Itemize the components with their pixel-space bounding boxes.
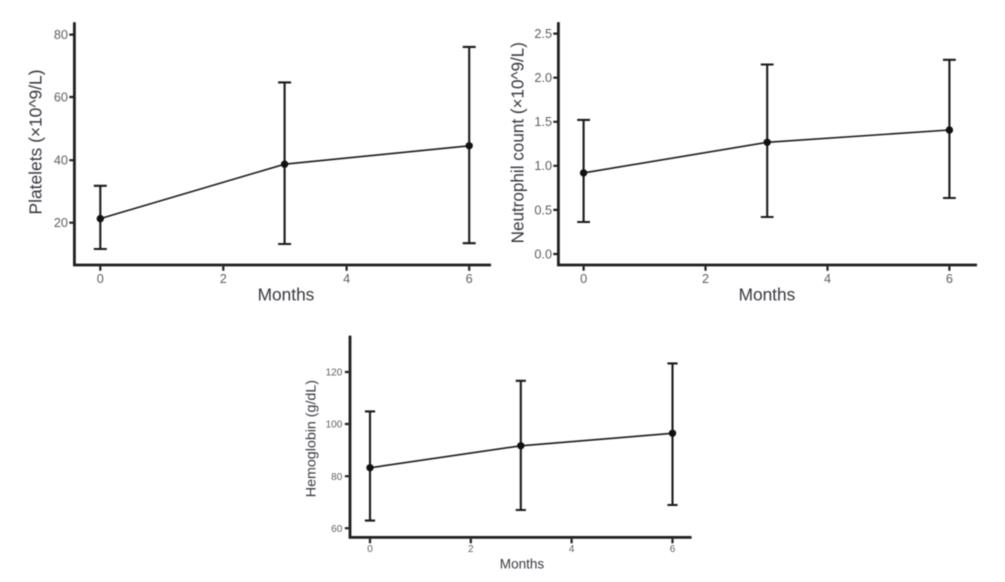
svg-text:0: 0 (97, 272, 104, 286)
svg-text:80: 80 (54, 28, 68, 42)
svg-text:4: 4 (824, 272, 831, 286)
svg-text:2.5: 2.5 (534, 27, 552, 41)
svg-text:2: 2 (468, 544, 474, 555)
svg-text:1.5: 1.5 (534, 115, 552, 129)
svg-text:80: 80 (331, 472, 343, 483)
svg-text:Neutrophil count (×10^9/L): Neutrophil count (×10^9/L) (508, 42, 527, 243)
svg-text:2: 2 (702, 272, 709, 286)
svg-text:2.0: 2.0 (534, 71, 552, 85)
svg-text:6: 6 (670, 544, 676, 555)
svg-text:0.5: 0.5 (534, 203, 552, 217)
svg-text:2: 2 (220, 272, 227, 286)
svg-text:0.0: 0.0 (534, 247, 552, 261)
svg-text:120: 120 (326, 368, 343, 379)
svg-text:6: 6 (466, 272, 473, 286)
svg-text:0: 0 (367, 544, 373, 555)
svg-text:Hemoglobin (g/dL): Hemoglobin (g/dL) (304, 380, 320, 497)
svg-text:100: 100 (326, 420, 343, 431)
svg-text:40: 40 (54, 154, 68, 168)
svg-text:60: 60 (331, 524, 343, 535)
svg-text:4: 4 (343, 272, 350, 286)
svg-text:0: 0 (580, 272, 587, 286)
svg-text:Platelets (×10^9/L): Platelets (×10^9/L) (26, 70, 46, 215)
svg-text:Months: Months (739, 285, 796, 305)
svg-text:20: 20 (54, 216, 68, 230)
svg-text:1.0: 1.0 (534, 159, 552, 173)
svg-text:Months: Months (500, 557, 545, 572)
svg-text:4: 4 (569, 544, 575, 555)
svg-text:Months: Months (258, 285, 315, 305)
svg-text:60: 60 (54, 90, 68, 104)
svg-text:6: 6 (946, 272, 953, 286)
